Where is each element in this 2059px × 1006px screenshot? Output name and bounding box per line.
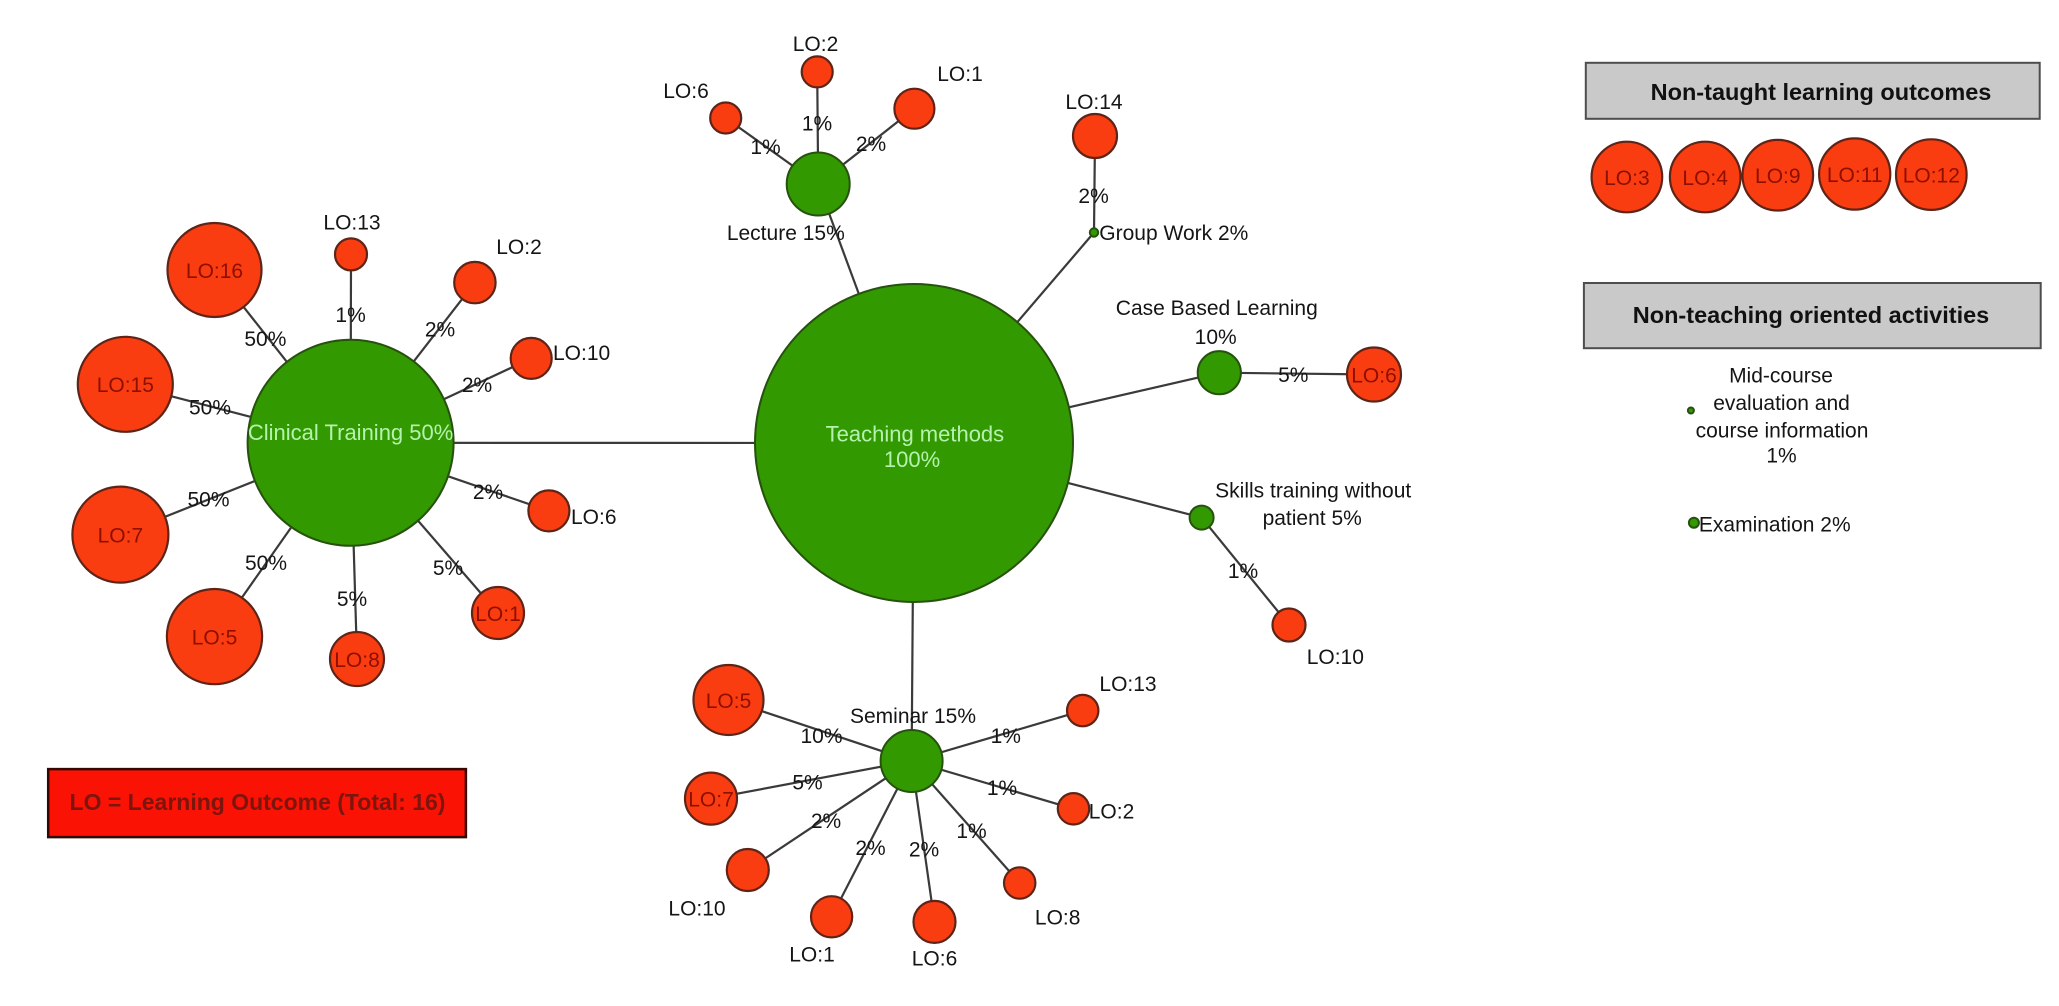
svg-text:LO:8: LO:8 — [334, 649, 380, 672]
svg-text:LO:14: LO:14 — [1065, 91, 1123, 114]
svg-text:Non-teaching oriented activiti: Non-teaching oriented activities — [1633, 302, 1989, 328]
svg-text:Seminar 15%: Seminar 15% — [850, 705, 976, 728]
svg-text:LO:1: LO:1 — [937, 63, 983, 86]
svg-text:1%: 1% — [956, 820, 986, 843]
svg-text:1%: 1% — [991, 725, 1021, 748]
svg-text:Case Based Learning: Case Based Learning — [1116, 297, 1318, 320]
svg-text:LO:8: LO:8 — [1035, 907, 1081, 930]
svg-text:2%: 2% — [855, 837, 885, 860]
svg-text:LO:1: LO:1 — [475, 603, 521, 626]
svg-text:Lecture 15%: Lecture 15% — [727, 222, 845, 245]
svg-text:50%: 50% — [187, 489, 229, 512]
svg-text:LO:11: LO:11 — [1827, 164, 1883, 187]
svg-text:Group Work 2%: Group Work 2% — [1099, 222, 1248, 245]
svg-text:LO:2: LO:2 — [793, 33, 839, 56]
svg-text:1%: 1% — [1766, 445, 1796, 468]
svg-text:Clinical Training 50%: Clinical Training 50% — [248, 420, 453, 445]
svg-text:1%: 1% — [987, 777, 1017, 800]
svg-text:LO:6: LO:6 — [912, 948, 958, 971]
svg-text:LO:6: LO:6 — [1351, 365, 1397, 388]
svg-text:LO:13: LO:13 — [323, 212, 380, 235]
svg-text:Skills training without: Skills training without — [1215, 480, 1411, 503]
svg-text:2%: 2% — [425, 319, 455, 342]
svg-text:100%: 100% — [884, 447, 940, 472]
svg-text:LO:1: LO:1 — [789, 944, 835, 967]
svg-text:2%: 2% — [473, 481, 503, 504]
svg-text:LO:7: LO:7 — [98, 525, 144, 548]
svg-text:LO:10: LO:10 — [553, 342, 610, 365]
svg-text:1%: 1% — [1228, 560, 1258, 583]
svg-text:LO:3: LO:3 — [1604, 167, 1650, 190]
svg-text:5%: 5% — [337, 588, 367, 611]
svg-text:Examination 2%: Examination 2% — [1699, 514, 1851, 537]
svg-text:LO:5: LO:5 — [706, 690, 752, 713]
svg-text:course information: course information — [1696, 420, 1869, 443]
svg-text:2%: 2% — [462, 374, 492, 397]
svg-text:2%: 2% — [909, 839, 939, 862]
svg-text:LO:6: LO:6 — [663, 80, 709, 103]
svg-text:1%: 1% — [750, 136, 780, 159]
svg-text:LO:16: LO:16 — [186, 260, 243, 283]
svg-text:patient 5%: patient 5% — [1263, 507, 1362, 530]
svg-text:LO:10: LO:10 — [1307, 646, 1364, 669]
svg-text:5%: 5% — [792, 772, 822, 795]
svg-text:2%: 2% — [1078, 185, 1108, 208]
svg-text:LO:2: LO:2 — [496, 236, 542, 259]
svg-text:5%: 5% — [433, 557, 463, 580]
svg-text:1%: 1% — [802, 113, 832, 136]
svg-text:Mid-course: Mid-course — [1729, 365, 1833, 388]
svg-text:LO:10: LO:10 — [668, 898, 725, 921]
svg-text:50%: 50% — [245, 552, 287, 575]
svg-text:LO:12: LO:12 — [1903, 165, 1960, 188]
svg-text:LO:6: LO:6 — [571, 506, 617, 529]
svg-text:50%: 50% — [244, 328, 286, 351]
svg-text:10%: 10% — [1195, 326, 1237, 349]
svg-text:LO:4: LO:4 — [1682, 167, 1728, 190]
svg-text:LO:9: LO:9 — [1755, 165, 1801, 188]
svg-text:LO:13: LO:13 — [1099, 673, 1156, 696]
svg-text:Non-taught learning outcomes: Non-taught learning outcomes — [1651, 79, 1992, 105]
svg-text:evaluation and: evaluation and — [1713, 392, 1850, 415]
svg-text:2%: 2% — [811, 810, 841, 833]
svg-text:LO:2: LO:2 — [1089, 801, 1135, 824]
svg-text:LO:15: LO:15 — [97, 374, 154, 397]
svg-text:10%: 10% — [800, 725, 842, 748]
svg-text:2%: 2% — [856, 133, 886, 156]
svg-text:LO:5: LO:5 — [192, 627, 238, 650]
svg-text:50%: 50% — [189, 397, 231, 420]
svg-text:1%: 1% — [335, 304, 365, 327]
svg-text:Teaching methods: Teaching methods — [826, 422, 1005, 447]
svg-text:5%: 5% — [1278, 364, 1308, 387]
svg-text:LO:7: LO:7 — [688, 789, 734, 812]
svg-text:LO = Learning Outcome (Total:: LO = Learning Outcome (Total: 16) — [70, 789, 446, 815]
